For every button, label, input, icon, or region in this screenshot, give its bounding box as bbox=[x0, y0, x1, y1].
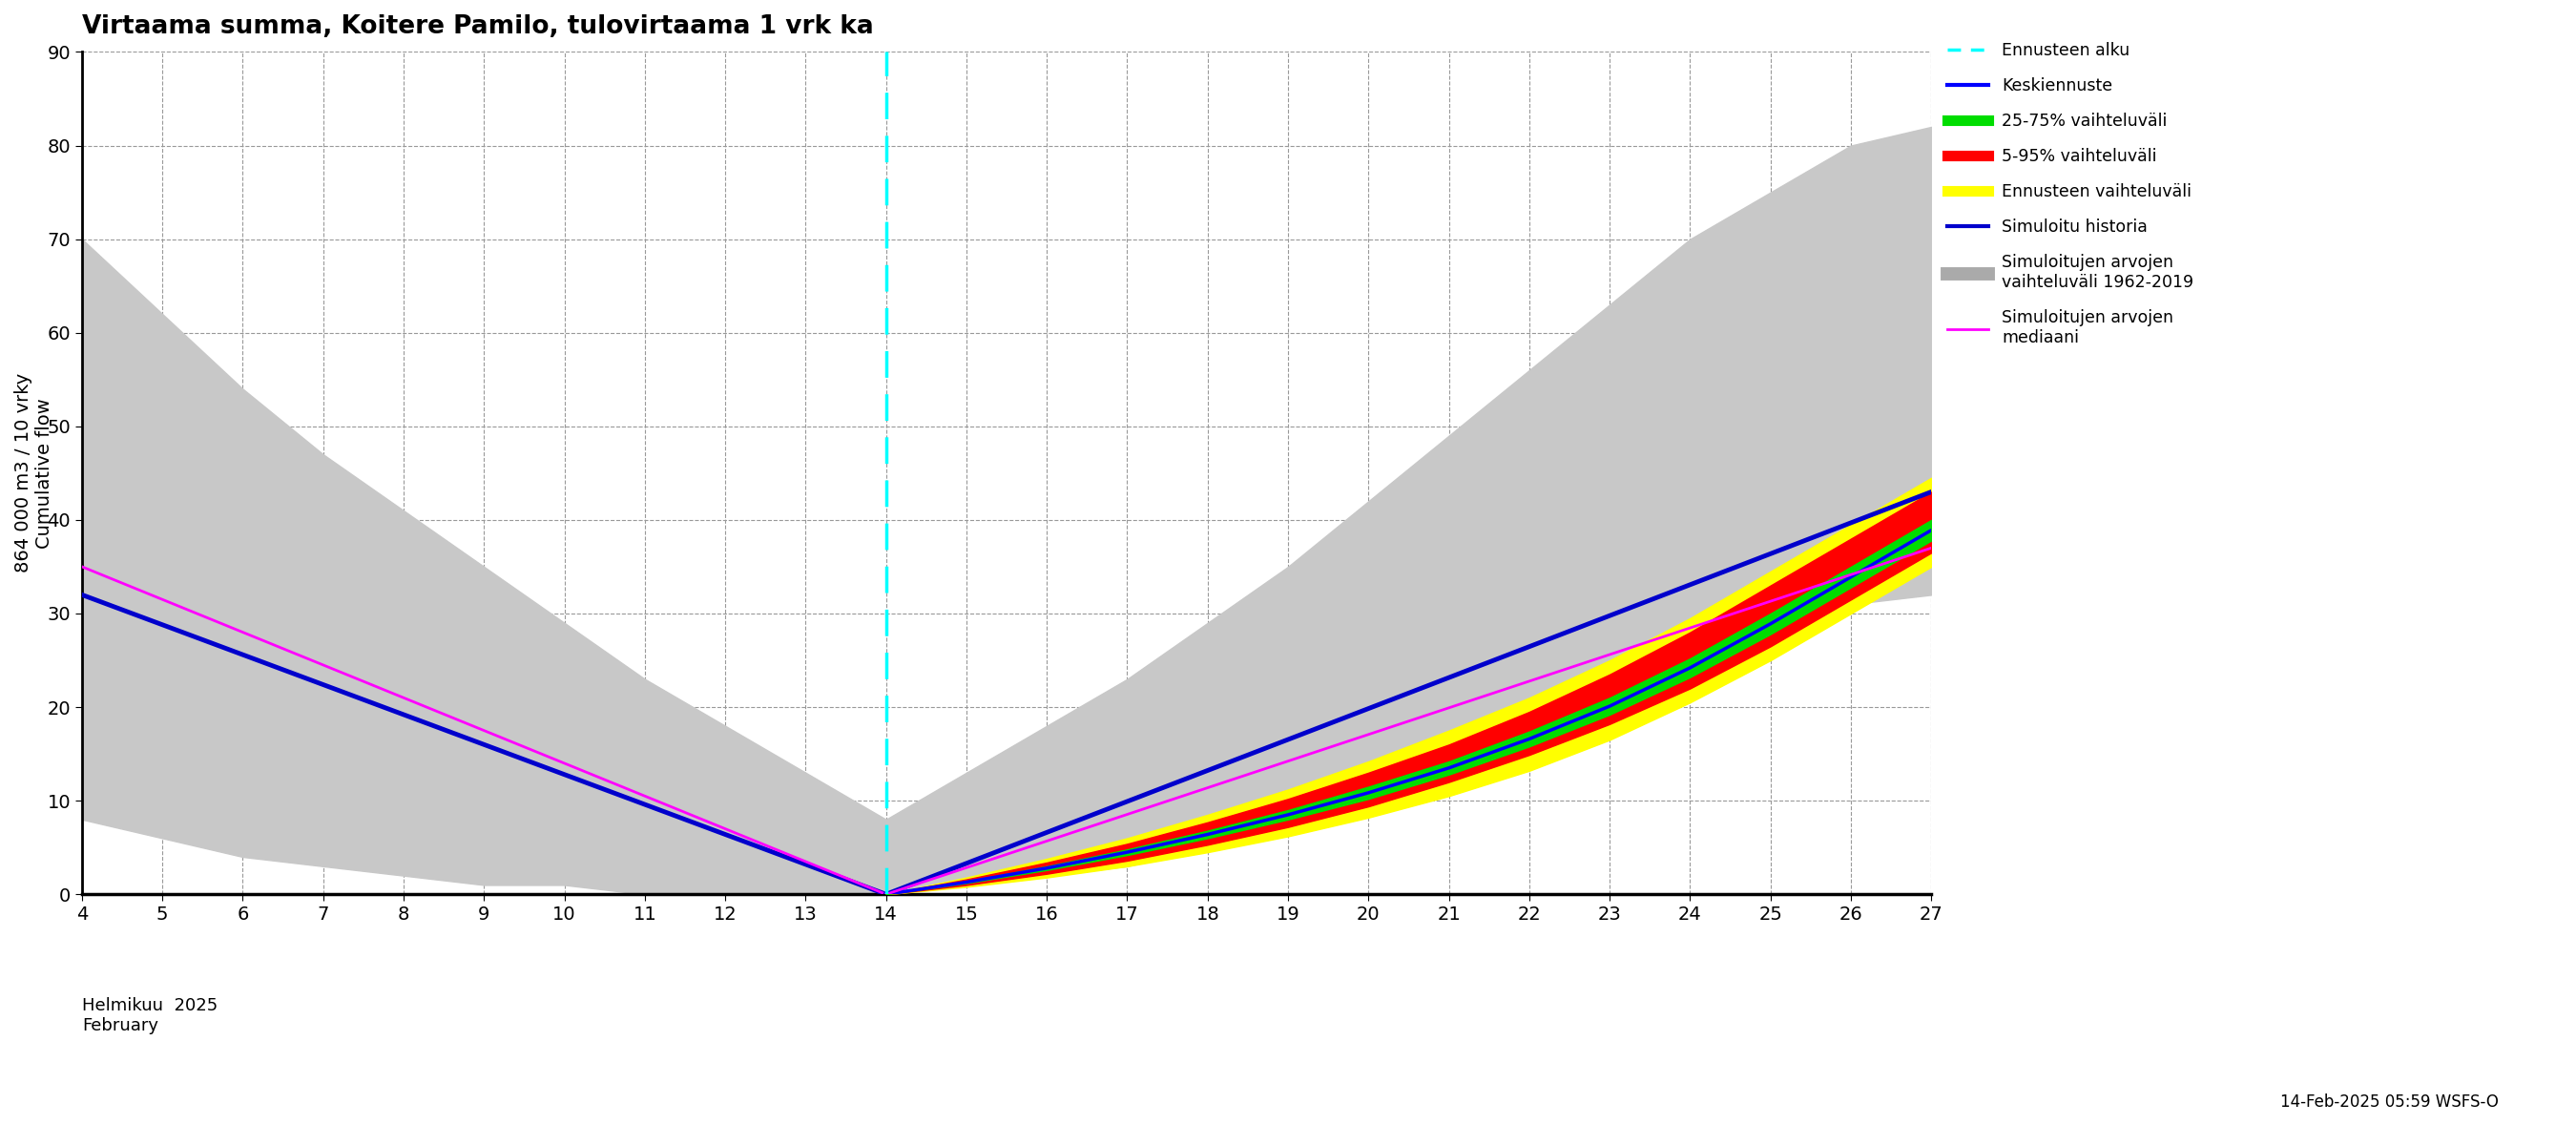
Text: 14-Feb-2025 05:59 WSFS-O: 14-Feb-2025 05:59 WSFS-O bbox=[2280, 1093, 2499, 1111]
Text: Helmikuu  2025
February: Helmikuu 2025 February bbox=[82, 997, 219, 1034]
Text: Virtaama summa, Koitere Pamilo, tulovirtaama 1 vrk ka: Virtaama summa, Koitere Pamilo, tulovirt… bbox=[82, 14, 873, 39]
Legend: Ennusteen alku, Keskiennuste, 25-75% vaihteluväli, 5-95% vaihteluväli, Ennusteen: Ennusteen alku, Keskiennuste, 25-75% vai… bbox=[1940, 35, 2200, 353]
Y-axis label: 864 000 m3 / 10 vrky
Cumulative flow: 864 000 m3 / 10 vrky Cumulative flow bbox=[15, 373, 54, 572]
